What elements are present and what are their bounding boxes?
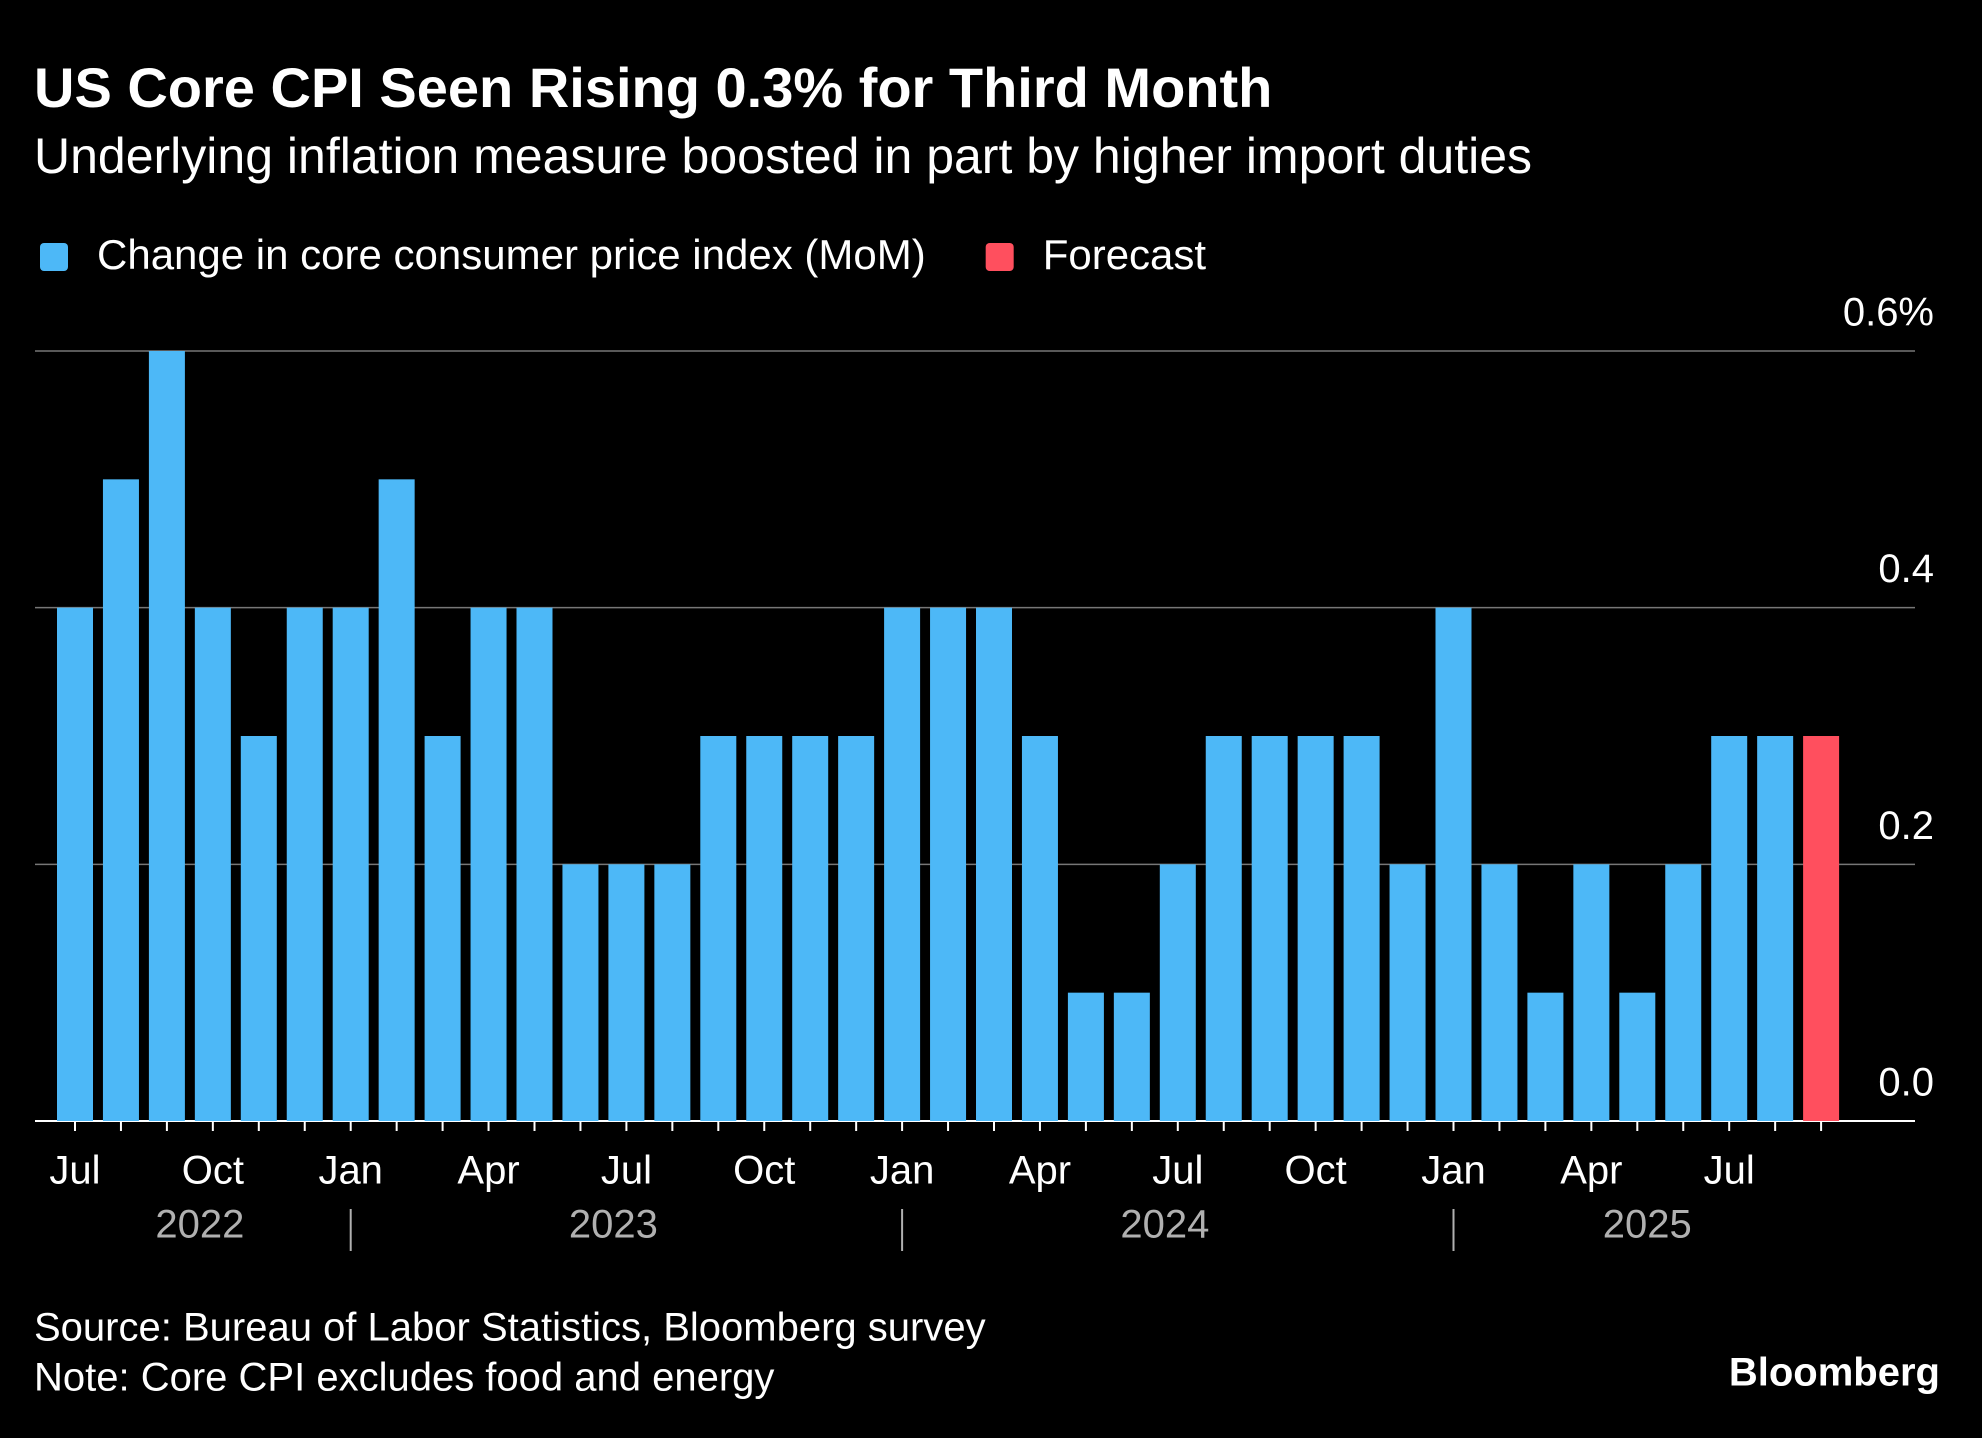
bar <box>240 736 277 1121</box>
bar <box>1389 864 1426 1121</box>
note: Note: Core CPI excludes food and energy <box>34 1356 774 1400</box>
x-tick-label: Oct <box>1285 1149 1347 1193</box>
x-group-label: 2025 <box>1603 1203 1692 1247</box>
bar <box>1251 736 1288 1121</box>
bar <box>1113 992 1150 1121</box>
bar <box>1665 864 1702 1121</box>
bar <box>148 351 185 1121</box>
y-tick-label: 0.2 <box>1878 804 1934 848</box>
x-group-label: 2022 <box>155 1203 244 1247</box>
x-tick-label: Jan <box>318 1149 383 1193</box>
bar <box>1297 736 1334 1121</box>
bar <box>1481 864 1518 1121</box>
bar <box>838 736 875 1121</box>
bar <box>1159 864 1196 1121</box>
bar <box>1711 736 1748 1121</box>
bar <box>654 864 691 1121</box>
bar <box>1527 992 1564 1121</box>
x-tick-label: Jul <box>1704 1149 1755 1193</box>
bar <box>516 607 553 1121</box>
x-tick-label: Oct <box>182 1149 244 1193</box>
x-group-label: 2023 <box>569 1203 658 1247</box>
x-tick-label: Apr <box>457 1149 519 1193</box>
x-tick-label: Jul <box>601 1149 652 1193</box>
bar <box>1757 736 1794 1121</box>
bar <box>700 736 737 1121</box>
x-tick-label: Apr <box>1560 1149 1622 1193</box>
bar <box>1435 607 1472 1121</box>
bar <box>1343 736 1380 1121</box>
bar <box>976 607 1012 1121</box>
legend-swatch <box>40 243 68 271</box>
brand: Bloomberg <box>1729 1351 1940 1395</box>
chart-title: US Core CPI Seen Rising 0.3% for Third M… <box>34 56 1272 119</box>
x-tick-label: Jan <box>870 1149 935 1193</box>
x-tick-label: Jul <box>1152 1149 1203 1193</box>
x-group-label: 2024 <box>1120 1203 1209 1247</box>
bar <box>194 607 231 1121</box>
bar <box>1067 992 1104 1121</box>
x-tick-label: Jan <box>1421 1149 1486 1193</box>
y-tick-label: 0.6% <box>1843 291 1934 335</box>
bar <box>424 736 461 1121</box>
bar <box>930 607 967 1121</box>
bar <box>1205 736 1242 1121</box>
chart-subtitle: Underlying inflation measure boosted in … <box>34 128 1532 184</box>
bar <box>1619 992 1656 1121</box>
bar <box>102 479 139 1121</box>
bar <box>608 864 645 1121</box>
bar <box>470 607 507 1121</box>
bar <box>562 864 599 1121</box>
source: Source: Bureau of Labor Statistics, Bloo… <box>34 1306 986 1350</box>
bar <box>1573 864 1610 1121</box>
legend-label: Change in core consumer price index (MoM… <box>97 231 926 278</box>
bar <box>746 736 783 1121</box>
y-tick-label: 0.4 <box>1878 547 1934 591</box>
bar <box>884 607 921 1121</box>
y-tick-label: 0.0 <box>1878 1061 1934 1105</box>
bar <box>792 736 829 1121</box>
bar <box>286 607 323 1121</box>
bar <box>57 607 93 1121</box>
bar <box>1021 736 1058 1121</box>
bar <box>332 607 369 1121</box>
legend-label: Forecast <box>1043 231 1207 278</box>
x-tick-label: Jul <box>49 1149 100 1193</box>
bar <box>1803 736 1840 1121</box>
x-tick-label: Apr <box>1009 1149 1071 1193</box>
x-tick-label: Oct <box>733 1149 795 1193</box>
legend-swatch <box>985 243 1014 271</box>
bar <box>378 479 415 1121</box>
